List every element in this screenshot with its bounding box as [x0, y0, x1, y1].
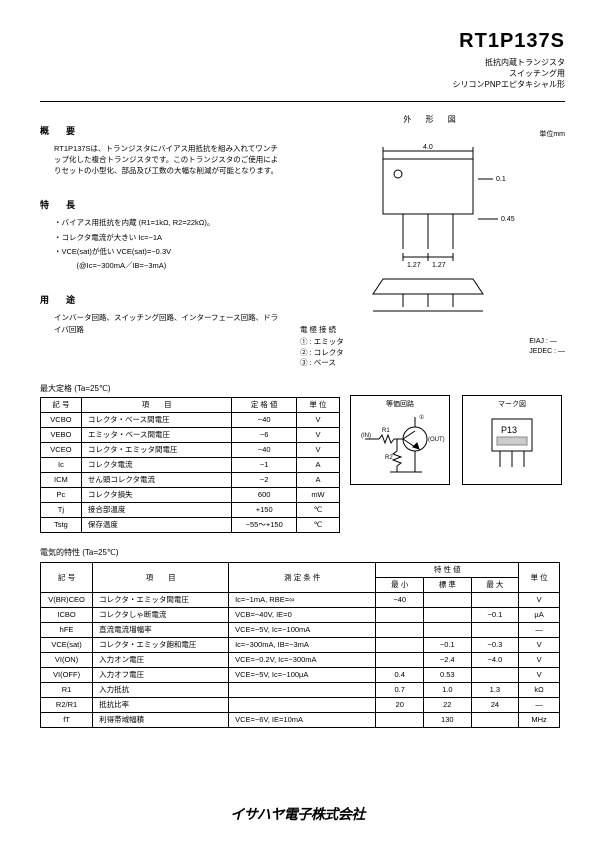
mark-box: マーク図 P13 [462, 395, 562, 485]
svg-text:P13: P13 [501, 425, 517, 435]
feature-item: (@Ic=−300mA／IB=−3mA) [54, 260, 280, 271]
header: RT1P137S 抵抗内蔵トランジスタ スイッチング用 シリコンPNPエピタキシ… [40, 30, 565, 91]
overview-text: RT1P137Sは、トランジスタにバイアス用抵抗を組み入れてワンチップ化した複合… [40, 143, 280, 177]
std-eiaj: EIAJ : — [529, 337, 565, 347]
terminal-item: ③ : ベース [300, 358, 344, 369]
svg-text:0.1: 0.1 [496, 176, 506, 183]
package-diagram: 4.0 0.1 0.45 1.27 1.27 [333, 139, 533, 319]
part-number: RT1P137S [40, 30, 565, 53]
svg-text:R2: R2 [385, 455, 393, 461]
footer-logo: イサハヤ電子株式会社 [0, 804, 595, 824]
equiv-circuit-label: 等価回路 [354, 399, 446, 409]
ratings-caption: 最大定格 (Ta=25℃) [40, 383, 340, 394]
std-jedec: JEDEC : — [529, 347, 565, 357]
applications-heading: 用 途 [40, 293, 280, 306]
equiv-circuit-icon: (IN) R1 R2 ① (OUT) [355, 409, 445, 479]
feature-item: ・VCE(sat)が低い VCE(sat)=−0.3V [54, 246, 280, 257]
feature-item: ・コレクタ電流が大きい Ic=−1A [54, 232, 280, 243]
svg-text:1.27: 1.27 [407, 262, 421, 269]
equiv-circuit-box: 等価回路 (IN) R1 [350, 395, 450, 485]
terminal-item: ① : エミッタ [300, 337, 344, 348]
subtitle: 抵抗内蔵トランジスタ スイッチング用 シリコンPNPエピタキシャル形 [40, 57, 565, 91]
outline-label: 外 形 図 [300, 114, 565, 125]
svg-text:(IN): (IN) [361, 433, 371, 439]
features-heading: 特 長 [40, 198, 280, 211]
terminals-heading: 電極接続 [300, 325, 565, 336]
svg-text:(OUT): (OUT) [428, 437, 445, 443]
feature-item: ・バイアス用抵抗を内蔵 (R1=1kΩ, R2=22kΩ)。 [54, 217, 280, 228]
svg-text:1.27: 1.27 [432, 262, 446, 269]
applications-text: インバータ回路、スイッチング回路、インターフェース回路、ドライバ回路 [40, 312, 280, 335]
mark-label: マーク図 [466, 399, 558, 409]
mark-icon: P13 [467, 409, 557, 479]
features-list: ・バイアス用抵抗を内蔵 (R1=1kΩ, R2=22kΩ)。 ・コレクタ電流が大… [40, 217, 280, 271]
overview-heading: 概 要 [40, 124, 280, 137]
terminal-item: ② : コレクタ [300, 348, 344, 359]
svg-text:0.45: 0.45 [501, 216, 515, 223]
terminals: 電極接続 ① : エミッタ ② : コレクタ ③ : ベース EIAJ : — … [300, 325, 565, 369]
svg-text:R1: R1 [382, 428, 390, 434]
unit-label: 単位mm [300, 129, 565, 139]
svg-text:4.0: 4.0 [423, 144, 433, 151]
elec-caption: 電気的特性 (Ta=25℃) [40, 547, 565, 558]
divider [40, 101, 565, 102]
elec-table: 記 号 項 目 測 定 条 件 特 性 値 単 位 最 小 標 準 最 大 V(… [40, 562, 560, 728]
svg-text:①: ① [419, 414, 424, 421]
ratings-table: 記 号 項 目 定 格 値 単 位 VCBOコレクタ・ベース間電圧−40V VE… [40, 397, 340, 533]
